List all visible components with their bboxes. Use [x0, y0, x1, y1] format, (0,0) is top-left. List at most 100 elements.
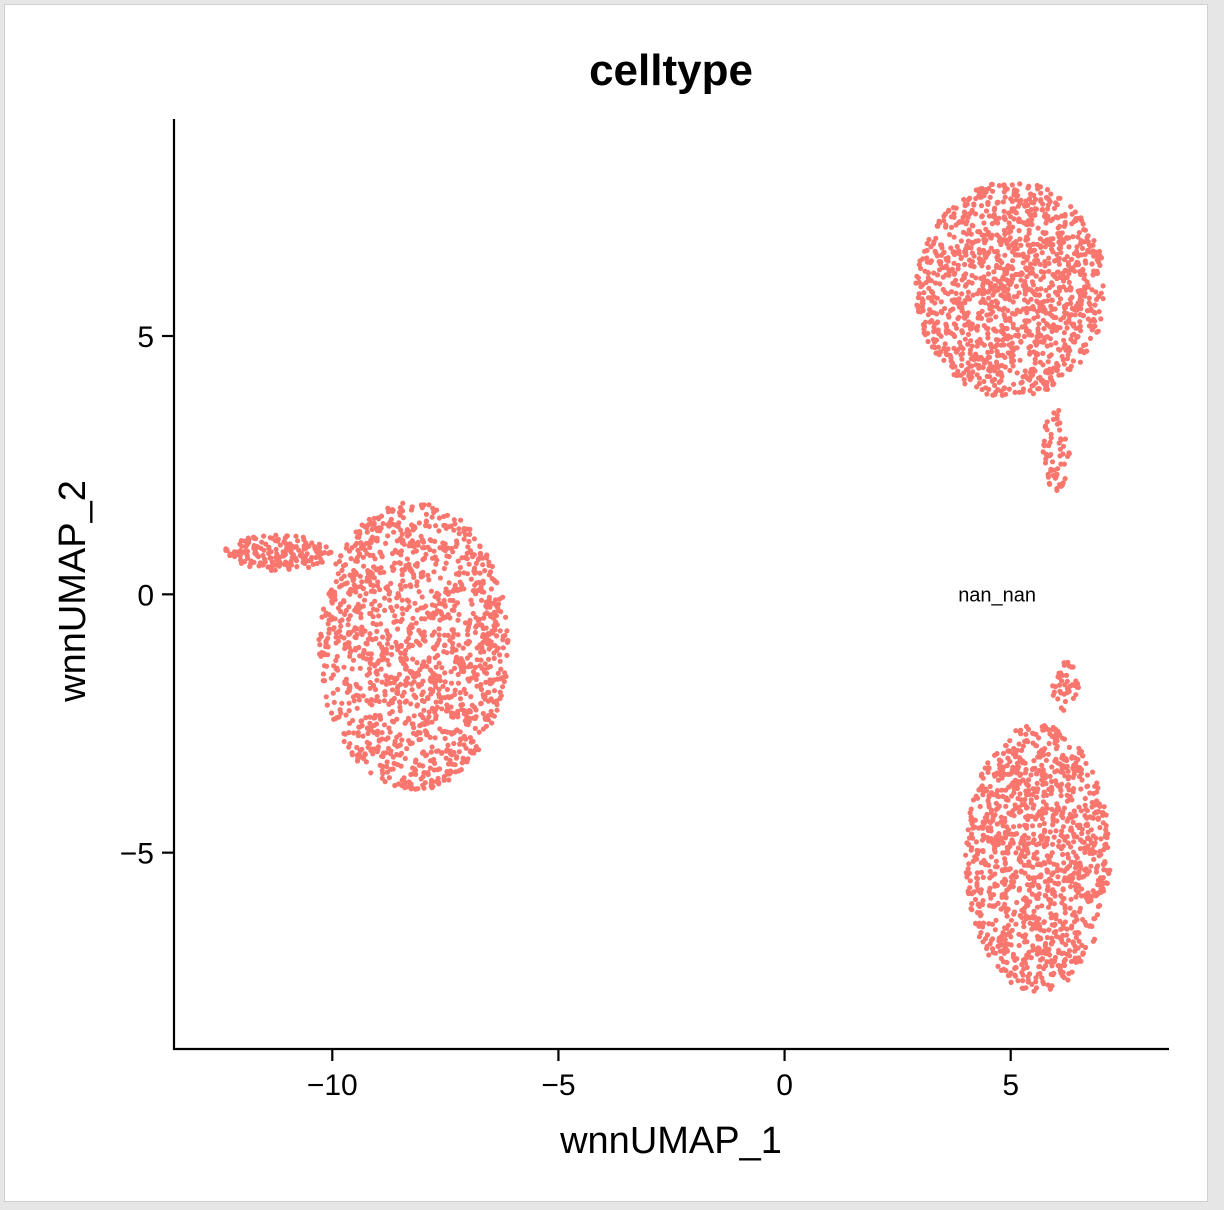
scatter-point	[385, 636, 391, 642]
scatter-point	[994, 342, 1000, 348]
scatter-point	[1024, 222, 1030, 228]
scatter-point	[916, 291, 922, 297]
scatter-point	[1051, 817, 1057, 824]
scatter-point	[340, 563, 347, 569]
scatter-point	[975, 315, 981, 321]
scatter-point	[437, 575, 443, 581]
scatter-point	[969, 363, 975, 369]
scatter-point	[965, 827, 971, 833]
scatter-point	[486, 631, 492, 637]
scatter-point	[1013, 921, 1019, 927]
scatter-point	[480, 710, 486, 717]
scatter-point	[428, 615, 435, 621]
scatter-point	[1038, 197, 1044, 203]
scatter-point	[1062, 213, 1068, 219]
scatter-point	[1085, 239, 1091, 245]
scatter-point	[1050, 382, 1056, 388]
scatter-point	[924, 240, 930, 247]
scatter-point	[1103, 880, 1109, 886]
scatter-point	[1014, 370, 1020, 376]
scatter-point	[1044, 835, 1051, 841]
scatter-point	[372, 556, 378, 562]
scatter-point	[413, 548, 419, 554]
scatter-point	[1095, 877, 1101, 883]
scatter-chart: celltype −10 −5 0 5 −505 nan_nan wnnUMAP_1 …	[52, 46, 1169, 1162]
scatter-point	[956, 372, 962, 378]
scatter-point	[1009, 879, 1015, 885]
scatter-point	[961, 196, 967, 203]
scatter-point	[451, 740, 457, 747]
scatter-point	[986, 838, 992, 844]
scatter-point	[1026, 791, 1032, 798]
scatter-point	[1066, 876, 1072, 882]
scatter-point	[965, 289, 972, 295]
scatter-point	[1034, 794, 1040, 801]
scatter-point	[1084, 348, 1090, 354]
scatter-point	[1035, 386, 1041, 392]
scatter-point	[453, 571, 459, 577]
scatter-point	[1033, 842, 1039, 848]
scatter-point	[994, 349, 1000, 355]
scatter-point	[1056, 255, 1062, 262]
scatter-point	[992, 871, 998, 877]
scatter-point	[1006, 220, 1012, 226]
scatter-point	[273, 562, 279, 568]
scatter-point	[1091, 238, 1097, 244]
scatter-point	[989, 345, 995, 351]
scatter-point	[1044, 427, 1050, 433]
scatter-point	[1035, 225, 1041, 231]
scatter-point	[372, 686, 379, 693]
scatter-point	[454, 654, 460, 660]
scatter-point	[1039, 250, 1045, 256]
scatter-point	[1067, 284, 1073, 291]
scatter-point	[987, 783, 993, 790]
scatter-point	[1055, 215, 1061, 221]
scatter-point	[296, 547, 302, 553]
scatter-point	[1074, 822, 1080, 829]
scatter-point	[992, 276, 998, 282]
scatter-point	[1103, 823, 1109, 829]
scatter-point	[369, 588, 375, 594]
scatter-point	[1002, 861, 1008, 867]
scatter-point	[1050, 271, 1056, 278]
scatter-point	[242, 549, 248, 555]
scatter-point	[358, 718, 364, 724]
scatter-point	[423, 518, 429, 524]
scatter-point	[1006, 748, 1012, 754]
scatter-point	[1057, 935, 1063, 941]
scatter-point	[986, 185, 992, 192]
scatter-point	[961, 249, 968, 255]
scatter-point	[978, 299, 984, 305]
scatter-point	[981, 220, 987, 226]
scatter-point	[1048, 791, 1054, 797]
scatter-point	[1007, 841, 1014, 847]
scatter-point	[1073, 692, 1079, 698]
scatter-point	[966, 279, 972, 285]
scatter-point	[272, 567, 278, 573]
scatter-point	[1012, 972, 1018, 978]
scatter-point	[960, 229, 967, 235]
scatter-point	[1068, 896, 1074, 902]
scatter-point	[492, 578, 498, 584]
scatter-point	[446, 589, 452, 596]
scatter-point	[1003, 909, 1009, 915]
scatter-point	[1101, 867, 1107, 873]
scatter-point	[444, 686, 450, 693]
scatter-point	[1066, 313, 1073, 320]
scatter-point	[1030, 805, 1036, 811]
scatter-point	[262, 559, 268, 565]
scatter-point	[346, 604, 352, 610]
scatter-point	[969, 343, 975, 349]
plot-frame: celltype −10 −5 0 5 −5 0 5 nan_nan wnnUMAP_1 …	[4, 4, 1208, 1202]
scatter-point	[338, 623, 344, 629]
scatter-point	[1004, 913, 1010, 919]
scatter-point	[1057, 427, 1063, 433]
scatter-point	[925, 275, 931, 281]
scatter-point	[1075, 234, 1081, 240]
scatter-point	[1057, 223, 1063, 229]
scatter-point	[999, 894, 1005, 900]
scatter-point	[366, 726, 372, 733]
scatter-point	[1003, 317, 1009, 323]
scatter-point	[437, 545, 443, 551]
scatter-point	[441, 777, 447, 783]
